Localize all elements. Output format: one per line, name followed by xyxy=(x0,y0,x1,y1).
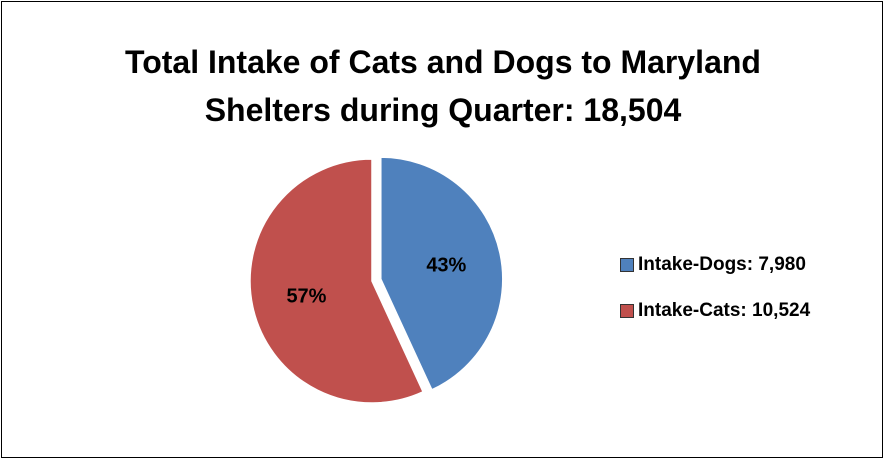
chart-title-line-2: Shelters during Quarter: 18,504 xyxy=(204,92,682,128)
legend-item-cats: Intake-Cats: 10,524 xyxy=(620,298,810,324)
pie-slice-intake-cats xyxy=(249,158,425,404)
pie-data-labels: 43% 57% xyxy=(286,255,466,308)
data-label-intake-dogs: 43% xyxy=(426,255,466,277)
legend-label-dogs: Intake-Dogs: 7,980 xyxy=(638,254,806,275)
legend-item-dogs: Intake-Dogs: 7,980 xyxy=(620,252,810,278)
legend-swatch-dogs xyxy=(620,258,634,272)
pie-slices xyxy=(249,156,504,404)
chart-title: Total Intake of Cats and Dogs to Marylan… xyxy=(0,38,886,134)
data-label-intake-cats: 57% xyxy=(286,285,326,307)
legend-label-cats: Intake-Cats: 10,524 xyxy=(638,300,811,321)
legend-swatch-cats xyxy=(620,304,634,318)
pie-slice-intake-dogs xyxy=(380,156,504,391)
legend: Intake-Dogs: 7,980 Intake-Cats: 10,524 xyxy=(620,252,810,344)
chart-title-line-1: Total Intake of Cats and Dogs to Marylan… xyxy=(125,44,761,80)
